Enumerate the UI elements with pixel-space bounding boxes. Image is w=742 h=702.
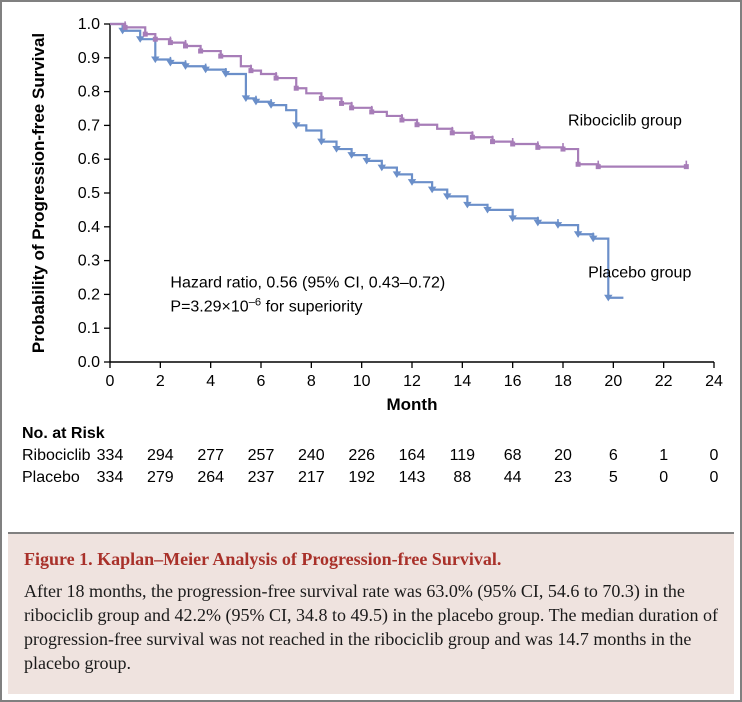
risk-cell: 23	[554, 469, 572, 486]
y-tick-label: 0.4	[78, 219, 100, 236]
y-tick-label: 0.3	[78, 253, 100, 270]
figure-container: 0.00.10.20.30.40.50.60.70.80.91.00246810…	[0, 0, 742, 702]
risk-cell: 264	[197, 469, 224, 486]
y-tick-label: 0.9	[78, 50, 100, 67]
ribociclib-curve	[110, 24, 686, 167]
y-tick-label: 1.0	[78, 16, 100, 33]
risk-cell: 5	[609, 469, 618, 486]
risk-cell: 143	[399, 469, 426, 486]
x-tick-label: 22	[655, 373, 673, 390]
caption-title: Figure 1. Kaplan–Meier Analysis of Progr…	[24, 548, 718, 571]
chart-panel: 0.00.10.20.30.40.50.60.70.80.91.00246810…	[14, 12, 728, 522]
p-value-text: P=3.29×10–6 for superiority	[170, 296, 362, 315]
x-tick-label: 8	[307, 373, 316, 390]
placebo-group-label: Placebo group	[588, 265, 691, 282]
hazard-ratio-text: Hazard ratio, 0.56 (95% CI, 0.43–0.72)	[170, 275, 445, 292]
risk-cell: 294	[147, 447, 174, 464]
x-tick-label: 24	[705, 373, 723, 390]
ribociclib-group-label: Ribociclib group	[568, 112, 682, 129]
risk-row-label: Ribociclib	[22, 447, 91, 464]
risk-cell: 277	[197, 447, 224, 464]
x-tick-label: 10	[353, 373, 371, 390]
risk-row-label: Placebo	[22, 469, 80, 486]
risk-cell: 257	[248, 447, 275, 464]
risk-cell: 237	[248, 469, 275, 486]
y-tick-label: 0.1	[78, 320, 100, 337]
km-chart-svg: 0.00.10.20.30.40.50.60.70.80.91.00246810…	[14, 12, 730, 522]
risk-cell: 334	[97, 447, 124, 464]
y-tick-label: 0.2	[78, 286, 100, 303]
risk-cell: 164	[399, 447, 426, 464]
risk-cell: 0	[710, 447, 719, 464]
x-tick-label: 12	[403, 373, 421, 390]
risk-cell: 226	[348, 447, 375, 464]
risk-cell: 88	[453, 469, 471, 486]
risk-cell: 6	[609, 447, 618, 464]
risk-cell: 1	[659, 447, 668, 464]
x-tick-label: 14	[453, 373, 471, 390]
risk-cell: 217	[298, 469, 325, 486]
y-tick-label: 0.0	[78, 354, 100, 371]
y-axis-label: Probability of Progression-free Survival	[29, 33, 48, 353]
risk-cell: 0	[659, 469, 668, 486]
caption-panel: Figure 1. Kaplan–Meier Analysis of Progr…	[8, 532, 734, 694]
risk-cell: 192	[348, 469, 375, 486]
y-tick-label: 0.7	[78, 117, 100, 134]
risk-cell: 0	[710, 469, 719, 486]
x-tick-label: 2	[156, 373, 165, 390]
y-tick-label: 0.8	[78, 84, 100, 101]
risk-table-title: No. at Risk	[22, 425, 105, 442]
x-tick-label: 6	[257, 373, 266, 390]
x-tick-label: 18	[554, 373, 572, 390]
x-tick-label: 20	[604, 373, 622, 390]
x-tick-label: 16	[504, 373, 522, 390]
caption-body: After 18 months, the progression-free su…	[24, 579, 718, 676]
risk-cell: 119	[450, 447, 476, 464]
x-axis-label: Month	[387, 395, 438, 414]
x-tick-label: 0	[106, 373, 115, 390]
risk-cell: 20	[554, 447, 572, 464]
x-tick-label: 4	[206, 373, 215, 390]
risk-cell: 44	[504, 469, 522, 486]
y-tick-label: 0.5	[78, 185, 100, 202]
risk-cell: 68	[504, 447, 522, 464]
risk-cell: 279	[147, 469, 174, 486]
risk-cell: 240	[298, 447, 325, 464]
risk-cell: 334	[97, 469, 124, 486]
y-tick-label: 0.6	[78, 151, 100, 168]
